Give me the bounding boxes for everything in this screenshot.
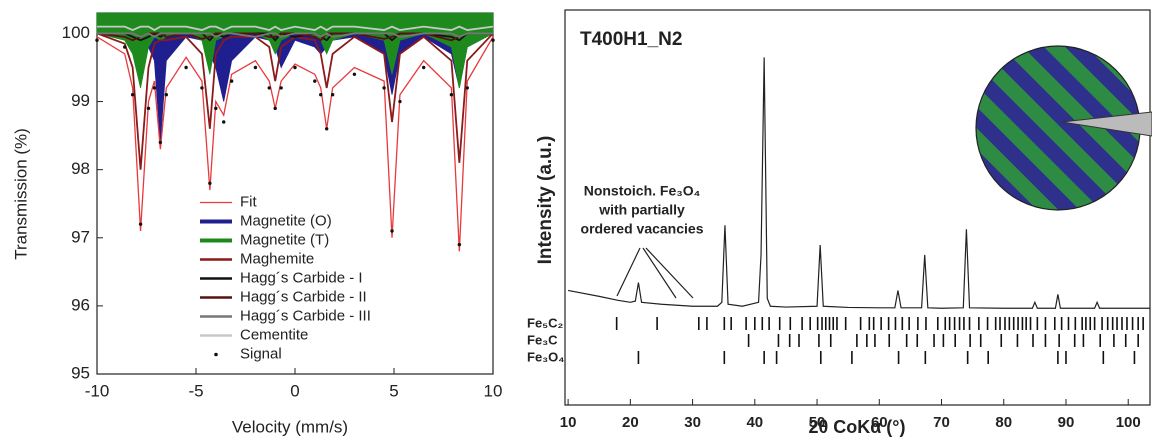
reflection-label: Fe₅C₂ [527,315,564,330]
point [390,229,394,233]
x-tick-label: 10 [560,414,577,431]
point [457,242,462,247]
mossbauer-chart: Velocity (mm/s) Transmission (%) -10 -5 0 5… [11,12,503,436]
legend-label: Hagg´s Carbide - II [240,288,367,305]
legend-label: Maghemite [240,250,314,267]
x-tick-label: 10 [484,381,503,400]
point [330,93,335,97]
inset-schematic [975,45,1152,211]
x-axis-title: Velocity (mm/s) [232,417,348,436]
line [97,25,494,32]
point [313,79,317,83]
line [96,32,494,170]
annotation: ordered vacancies [581,221,704,237]
point [253,65,258,70]
point [222,120,226,124]
x-tick-label: 40 [746,414,763,431]
x-tick-label: 50 [809,414,826,431]
point [267,86,271,90]
point [273,106,277,111]
legend-label: Magnetite (T) [240,231,329,248]
arrow [616,247,641,297]
x-tick-label: 0 [290,381,299,400]
y-tick-label: 100 [62,23,90,42]
point [324,127,329,131]
point [293,65,297,70]
legend-label: Hagg´s Carbide - III [240,307,371,324]
point [123,45,127,49]
point [229,79,234,83]
x-tick-label: 80 [995,414,1012,431]
inset-probe [1061,111,1152,137]
x-tick-label: -10 [85,381,110,400]
point [279,86,283,90]
arrow [645,247,694,299]
point [95,38,99,42]
x-tick-label: 30 [684,414,701,431]
point [184,65,188,70]
point [158,140,163,145]
x-tick-label: 100 [1116,414,1141,431]
point [352,72,357,77]
point [382,86,386,90]
reflection-label: Fe₃C [527,332,558,347]
arrow [642,247,677,299]
legend-label: Signal [240,345,282,362]
x-tick-label: 5 [389,381,398,400]
point [130,93,135,97]
y-tick-label: 98 [71,159,90,178]
annotation: with partially [598,202,685,218]
x-tick-label: -5 [188,381,203,400]
legend-label: Fit [240,193,257,210]
x-tick-label: 70 [933,414,950,431]
x-tick-label: 90 [1058,414,1075,431]
legend-label: Cementite [240,326,308,343]
point [422,65,426,70]
x-axis-title: 2θ CoKα (°) [809,417,906,437]
y-tick-label: 96 [71,295,90,314]
point [398,99,402,104]
area [96,12,494,89]
line [96,32,493,42]
point [449,93,454,97]
point [152,86,157,90]
xrd-chart: T400H1_N2 2θ CoKα (°) Intensity (a.u.) 1… [527,9,1152,437]
y-axis-title: Transmission (%) [11,128,30,260]
y-tick-label: 95 [71,363,90,382]
point [200,86,204,90]
point [465,86,469,90]
point [214,106,218,111]
point [491,38,495,42]
point [146,106,151,111]
x-tick-label: 60 [871,414,888,431]
line [97,32,493,38]
annotation-arrows [616,247,694,299]
point [138,222,143,226]
plot-frame [564,9,1151,406]
y-tick-label: 97 [71,227,90,246]
legend-symbol [214,352,218,357]
chart-title: T400H1_N2 [580,29,682,50]
annotation: Nonstoich. Fe₃O₄ [584,183,701,199]
legend-label: Magnetite (O) [240,212,332,229]
point [164,93,168,97]
x-tick-label: 20 [622,414,639,431]
line [567,57,1150,309]
reflection-label: Fe₃O₄ [527,349,565,364]
point [208,181,212,185]
y-tick-label: 99 [71,91,90,110]
legend-label: Hagg´s Carbide - I [240,269,363,286]
line [96,36,494,252]
point [319,93,323,97]
y-axis-title: Intensity (a.u.) [535,136,556,265]
